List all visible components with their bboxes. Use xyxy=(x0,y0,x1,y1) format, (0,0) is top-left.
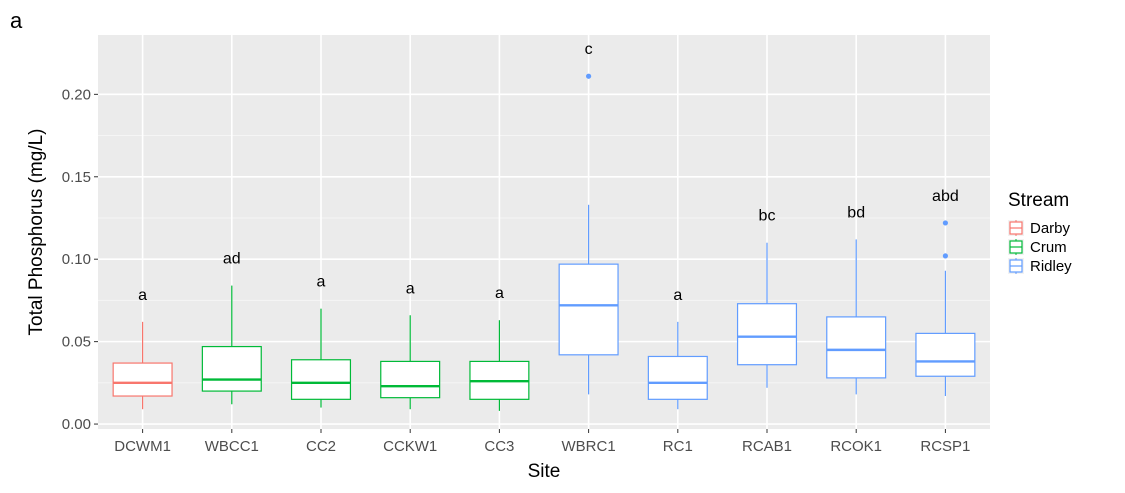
box-rect xyxy=(558,263,619,356)
significance-label: a xyxy=(317,274,326,291)
legend: Stream Darby Crum Ridley xyxy=(1008,190,1072,275)
legend-label: Crum xyxy=(1030,239,1067,256)
x-tick-label: CCKW1 xyxy=(383,438,437,455)
x-tick-label: DCWM1 xyxy=(114,438,171,455)
box-RCAB1: bc xyxy=(736,208,798,388)
x-tick-label: RC1 xyxy=(663,438,693,455)
significance-label: a xyxy=(406,280,415,297)
significance-label: bd xyxy=(847,204,865,221)
box-rect xyxy=(290,359,352,400)
box-DCWM1: a xyxy=(112,287,173,410)
box-RCSP1: abd xyxy=(915,188,976,397)
x-tick-label: RCSP1 xyxy=(920,438,970,455)
box-CC2: a xyxy=(290,274,352,408)
box-RCOK1: bd xyxy=(826,204,887,395)
significance-label: ad xyxy=(223,251,241,268)
box-RC1: a xyxy=(647,287,708,410)
outlier-point xyxy=(942,220,949,226)
box-rect xyxy=(647,355,708,400)
significance-label: a xyxy=(495,285,504,302)
x-tick-label: WBRC1 xyxy=(562,438,616,455)
box-rect xyxy=(826,316,887,379)
x-axis-title: Site xyxy=(528,461,561,482)
legend-label: Ridley xyxy=(1030,258,1072,275)
box-CC3: a xyxy=(469,285,530,411)
significance-label: abd xyxy=(932,188,959,205)
axes-layer: 0.00 0.05 0.10 0.15 0.20 DCWM1 WBCC1 CC2 CCKW1 CC… xyxy=(62,86,971,455)
y-tick-label: 0.05 xyxy=(62,334,91,351)
y-tick-label: 0.20 xyxy=(62,86,91,103)
box-rect xyxy=(112,362,173,397)
legend-key-crum: Crum xyxy=(1008,239,1067,256)
y-tick-label: 0.15 xyxy=(62,169,91,186)
box-WBRC1: c xyxy=(558,41,619,395)
y-tick-label: 0.10 xyxy=(62,251,91,268)
box-WBCC1: ad xyxy=(201,251,262,405)
x-tick-label: CC3 xyxy=(484,438,514,455)
legend-key-ridley: Ridley xyxy=(1008,258,1072,275)
outlier-point xyxy=(586,73,592,79)
legend-title: Stream xyxy=(1008,190,1069,211)
x-tick-label: RCOK1 xyxy=(830,438,882,455)
significance-label: a xyxy=(673,287,682,304)
panel-label: a xyxy=(10,8,23,33)
x-tick-label: CC2 xyxy=(306,438,336,455)
legend-key-darby: Darby xyxy=(1008,220,1071,237)
significance-label: c xyxy=(585,41,593,58)
boxes-layer: a ad a a a c a bc bd abd xyxy=(112,41,976,411)
outlier-point xyxy=(942,253,949,259)
significance-label: bc xyxy=(759,208,776,225)
x-tick-label: RCAB1 xyxy=(742,438,792,455)
box-rect xyxy=(201,345,262,392)
box-CCKW1: a xyxy=(380,280,441,410)
legend-label: Darby xyxy=(1030,220,1071,237)
significance-label: a xyxy=(138,287,147,304)
y-tick-label: 0.00 xyxy=(62,416,91,433)
box-rect xyxy=(736,303,798,366)
y-axis-title: Total Phosphorus (mg/L) xyxy=(26,129,47,336)
box-rect xyxy=(915,332,976,377)
box-rect xyxy=(380,360,441,399)
x-tick-label: WBCC1 xyxy=(205,438,259,455)
